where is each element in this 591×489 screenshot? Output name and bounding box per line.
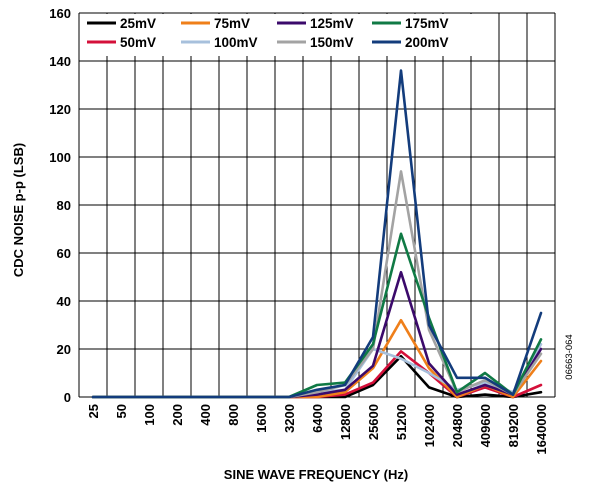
y-tick-label: 20 — [57, 342, 71, 357]
y-tick-label: 100 — [49, 150, 71, 165]
x-tick-label: 400 — [198, 404, 213, 426]
x-tick-label: 800 — [226, 404, 241, 426]
x-tick-label: 1600 — [254, 404, 269, 433]
x-tick-label: 200 — [170, 404, 185, 426]
plot-grid — [78, 12, 556, 398]
y-tick-label: 140 — [49, 54, 71, 69]
legend-label-100mV: 100mV — [214, 35, 258, 50]
x-tick-label: 204800 — [450, 404, 465, 447]
y-tick-label: 0 — [64, 390, 71, 405]
series-line-200mV — [91, 69, 543, 399]
legend-label-25mV: 25mV — [120, 16, 156, 31]
legend-label-150mV: 150mV — [310, 35, 354, 50]
y-tick-label: 40 — [57, 294, 71, 309]
x-tick-label: 102400 — [422, 404, 437, 447]
y-axis-tick-labels: 0 20 40 60 80 100 120 140 160 — [49, 6, 71, 405]
x-tick-label: 25600 — [366, 404, 381, 440]
x-tick-label: 6400 — [310, 404, 325, 433]
series-lines — [91, 69, 543, 399]
legend: 25mV 50mV 75mV 100mV 125mV 150mV 175mV 200mV — [80, 14, 472, 56]
legend-label-200mV: 200mV — [405, 35, 449, 50]
x-tick-label: 409600 — [478, 404, 493, 447]
legend-label-75mV: 75mV — [214, 16, 250, 31]
series-line-175mV — [91, 232, 543, 399]
x-tick-label: 100 — [142, 404, 157, 426]
legend-label-125mV: 125mV — [310, 16, 354, 31]
y-tick-label: 60 — [57, 246, 71, 261]
y-tick-label: 160 — [49, 6, 71, 21]
x-axis-title: SINE WAVE FREQUENCY (Hz) — [224, 467, 408, 482]
x-tick-label: 1640000 — [534, 404, 549, 455]
figure-id-note: 06663-064 — [564, 334, 575, 379]
legend-box — [80, 14, 472, 56]
y-axis-title: CDC NOISE p-p (LSB) — [11, 143, 26, 277]
x-tick-label: 50 — [114, 404, 129, 418]
legend-label-50mV: 50mV — [120, 35, 156, 50]
x-tick-label: 12800 — [338, 404, 353, 440]
legend-label-175mV: 175mV — [405, 16, 449, 31]
x-tick-label: 51200 — [394, 404, 409, 440]
x-tick-label: 3200 — [282, 404, 297, 433]
x-tick-label: 819200 — [506, 404, 521, 447]
y-tick-label: 120 — [49, 102, 71, 117]
x-tick-label: 25 — [86, 404, 101, 418]
x-axis-tick-labels: 25 50 100 200 400 800 1600 3200 6400 12800 25600 51… — [86, 404, 549, 455]
y-tick-label: 80 — [57, 198, 71, 213]
